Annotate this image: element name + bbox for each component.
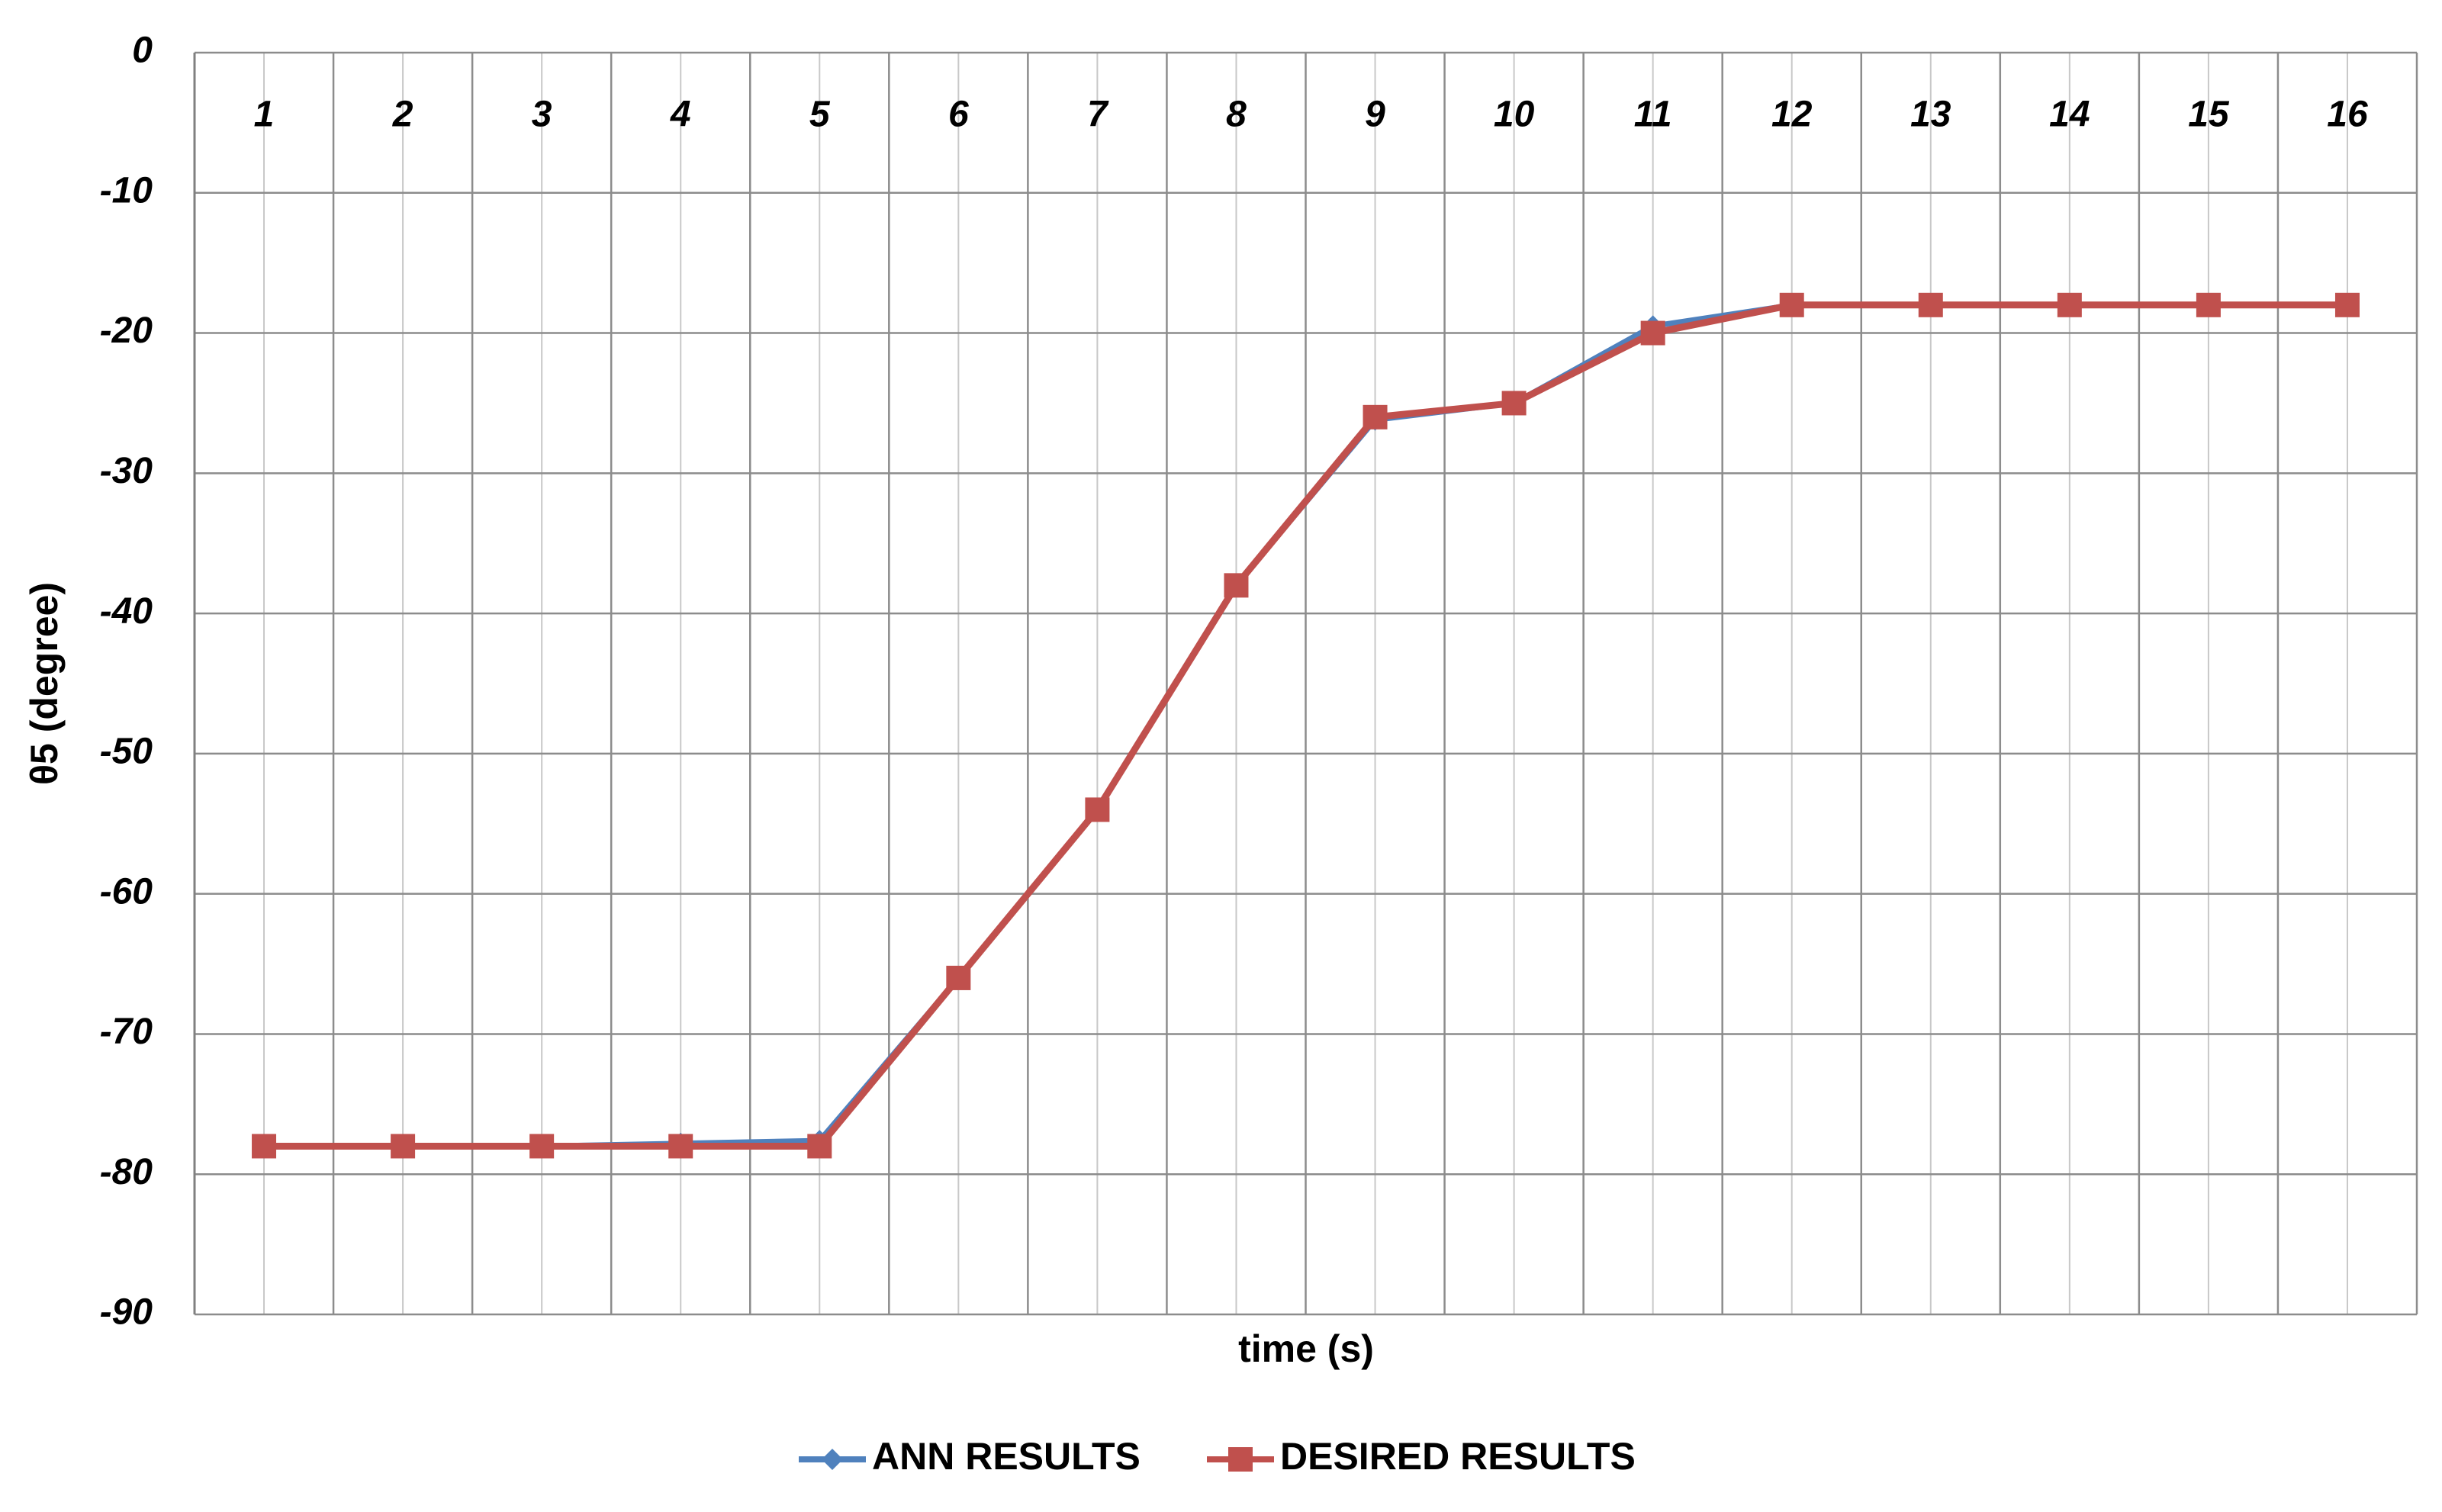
x-tick-label: 12 [1771,95,1813,135]
y-tick-label: -20 [100,310,153,351]
x-tick-label: 8 [1226,95,1247,135]
x-tick-label: 9 [1365,95,1385,135]
marker [529,1134,555,1159]
y-tick-label: -50 [100,732,153,772]
marker [2334,292,2360,317]
marker [946,965,971,990]
marker [2057,292,2082,317]
x-axis-title: time (s) [1238,1327,1374,1370]
x-tick-label: 16 [2327,95,2368,135]
marker [1918,292,1943,317]
x-tick-label: 3 [532,95,552,135]
marker [668,1134,693,1159]
y-tick-label: -70 [100,1012,153,1052]
marker [1228,1447,1253,1472]
series-line [264,301,2347,1150]
marker [1363,404,1388,429]
marker [1224,573,1249,598]
marker [1501,391,1527,416]
legend-label: DESIRED RESULTS [1280,1435,1636,1478]
marker [1085,797,1110,822]
marker [822,1449,843,1470]
x-tick-label: 2 [392,95,413,135]
x-tick-label: 13 [1910,95,1951,135]
x-tick-label: 10 [1494,95,1535,135]
x-tick-label: 1 [254,95,275,135]
marker [2196,292,2221,317]
marker [391,1134,416,1159]
y-tick-label: -60 [100,871,153,912]
x-tick-label: 7 [1087,95,1109,135]
legend-label: ANN RESULTS [872,1435,1141,1478]
y-tick-label: -10 [100,170,153,211]
y-tick-label: 0 [132,31,153,71]
marker [807,1134,832,1159]
y-tick-label: -30 [100,451,153,491]
y-axis-title: θ5 (degree) [23,582,66,785]
x-tick-label: 4 [670,95,691,135]
x-tick-label: 5 [809,95,831,135]
marker [1779,292,1804,317]
y-tick-label: -80 [100,1152,153,1192]
x-tick-label: 11 [1634,95,1672,135]
y-tick-label: -90 [100,1292,153,1333]
marker [1640,320,1665,346]
x-tick-label: 15 [2188,95,2230,135]
marker [252,1134,277,1159]
x-tick-label: 6 [948,95,969,135]
y-tick-label: -40 [100,591,153,632]
x-tick-label: 14 [2049,95,2090,135]
